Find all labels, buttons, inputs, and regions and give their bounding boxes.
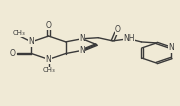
Text: N: N xyxy=(46,55,51,64)
Text: N: N xyxy=(168,43,174,52)
Text: O: O xyxy=(46,21,51,30)
Text: O: O xyxy=(10,49,15,58)
Text: N: N xyxy=(79,34,85,43)
Text: N: N xyxy=(29,37,34,46)
Text: NH: NH xyxy=(123,34,135,43)
Text: N: N xyxy=(79,46,85,55)
Text: O: O xyxy=(115,25,121,34)
Text: CH₃: CH₃ xyxy=(12,30,25,36)
Text: CH₃: CH₃ xyxy=(42,68,55,73)
